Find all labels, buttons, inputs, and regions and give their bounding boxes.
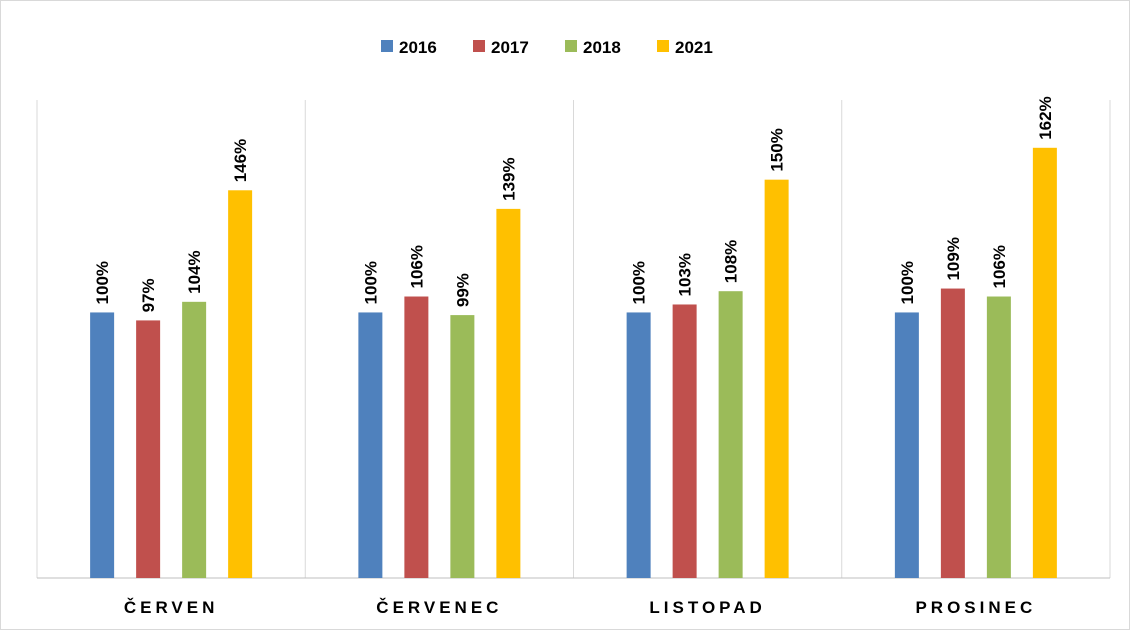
data-label: 100% (898, 261, 917, 304)
data-label: 100% (630, 261, 649, 304)
bar (228, 190, 253, 579)
bar (718, 291, 743, 578)
bar (986, 296, 1011, 578)
bar (1032, 147, 1057, 579)
x-tick-label: PROSINEC (915, 598, 1036, 617)
bar (450, 315, 475, 578)
data-label: 108% (722, 240, 741, 283)
bar (672, 304, 697, 578)
legend-swatch (565, 40, 577, 52)
legend-label: 2016 (399, 38, 437, 57)
data-label: 162% (1036, 96, 1055, 139)
bar (404, 296, 429, 578)
legend-swatch (473, 40, 485, 52)
bar (182, 301, 207, 578)
bar (764, 179, 789, 578)
bar (626, 312, 651, 578)
x-tick-label: LISTOPAD (649, 598, 765, 617)
data-label: 103% (676, 253, 695, 296)
legend-label: 2017 (491, 38, 529, 57)
x-tick-label: ČERVENEC (376, 598, 502, 617)
legend-swatch (381, 40, 393, 52)
data-label: 150% (768, 128, 787, 171)
data-label: 139% (499, 157, 518, 200)
data-label: 104% (185, 250, 204, 293)
bar (136, 320, 161, 578)
data-label: 146% (231, 139, 250, 182)
bar (90, 312, 115, 578)
data-label: 109% (944, 237, 963, 280)
data-label: 99% (453, 273, 472, 307)
legend-label: 2021 (675, 38, 713, 57)
data-label: 106% (407, 245, 426, 288)
legend-label: 2018 (583, 38, 621, 57)
bar (496, 208, 521, 578)
x-tick-label: ČERVEN (124, 598, 219, 617)
data-label: 97% (139, 278, 158, 312)
bar (894, 312, 919, 578)
bar (940, 288, 965, 578)
data-label: 100% (361, 261, 380, 304)
data-label: 106% (990, 245, 1009, 288)
data-label: 100% (93, 261, 112, 304)
legend-swatch (657, 40, 669, 52)
bar (358, 312, 383, 578)
